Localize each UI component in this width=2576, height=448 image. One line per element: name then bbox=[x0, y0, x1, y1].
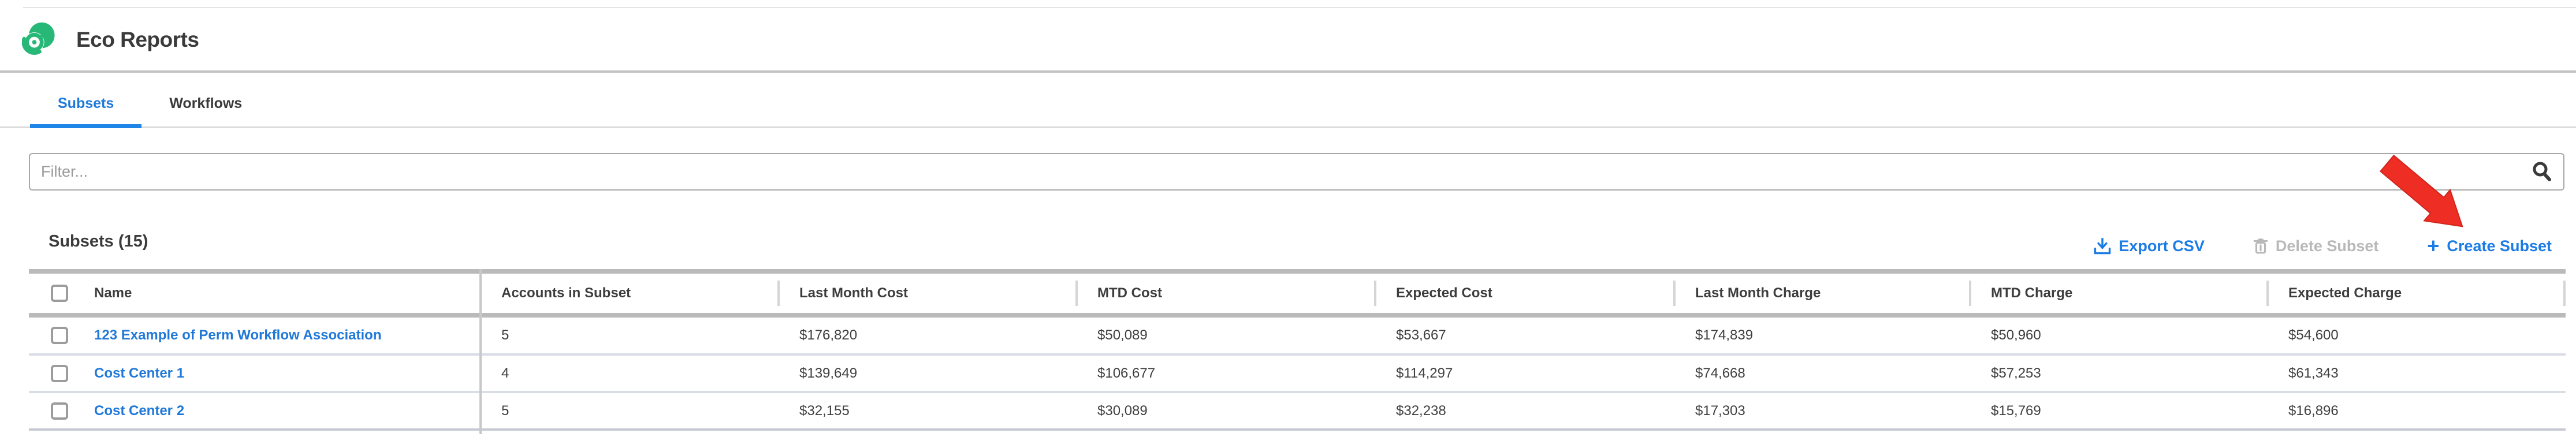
cell-last-month-cost: $176,820 bbox=[799, 327, 858, 343]
cell-last-month-charge: $174,839 bbox=[1695, 327, 1754, 343]
cell-mtd-charge: $57,253 bbox=[1991, 365, 2041, 381]
cell-mtd-charge: $15,769 bbox=[1991, 402, 2041, 419]
subset-name-link[interactable]: Cost Center 1 bbox=[94, 365, 185, 381]
filter-input[interactable] bbox=[29, 153, 2564, 191]
header-cell-accounts: Accounts in Subset bbox=[479, 274, 777, 313]
header-cell-expected-cost: Expected Cost bbox=[1374, 274, 1673, 313]
cell-last-month-charge: $17,303 bbox=[1695, 402, 1745, 419]
table-header-bottom-border bbox=[29, 313, 2566, 318]
table-row: Cost Center 2 5 $32,155 $30,089 $32,238 … bbox=[29, 393, 2566, 428]
subsets-count-heading: Subsets (15) bbox=[49, 232, 148, 251]
cell-expected-cost: $114,297 bbox=[1396, 365, 1453, 381]
create-subset-label: Create Subset bbox=[2447, 237, 2552, 255]
download-icon bbox=[2094, 238, 2111, 255]
tab-subsets[interactable]: Subsets bbox=[30, 81, 142, 128]
row-divider bbox=[29, 391, 2566, 393]
header-cell-last-month-charge: Last Month Charge bbox=[1673, 274, 1969, 313]
cell-mtd-charge: $50,960 bbox=[1991, 327, 2041, 343]
subset-name-link[interactable]: Cost Center 2 bbox=[94, 402, 185, 419]
actions-toolbar: Export CSV Delete Subset + Create Subset bbox=[2094, 234, 2552, 257]
header-cell-name: Name bbox=[29, 274, 479, 313]
page-title: Eco Reports bbox=[76, 28, 199, 51]
cell-mtd-cost: $30,089 bbox=[1097, 402, 1148, 419]
row-checkbox[interactable] bbox=[51, 327, 68, 344]
plus-icon: + bbox=[2427, 234, 2440, 257]
trash-icon bbox=[2253, 238, 2268, 254]
cell-last-month-charge: $74,668 bbox=[1695, 365, 1745, 381]
table-header-row: Name Accounts in Subset Last Month Cost … bbox=[29, 274, 2566, 313]
cell-mtd-cost: $106,677 bbox=[1097, 365, 1156, 381]
row-divider bbox=[29, 353, 2566, 356]
subset-name-link[interactable]: 123 Example of Perm Workflow Association bbox=[94, 327, 382, 343]
select-all-checkbox[interactable] bbox=[51, 285, 68, 302]
tab-workflows[interactable]: Workflows bbox=[169, 95, 243, 111]
subsets-table: Name Accounts in Subset Last Month Cost … bbox=[29, 269, 2566, 434]
top-hairline bbox=[23, 7, 2576, 8]
header-cell-last-month-cost: Last Month Cost bbox=[777, 274, 1075, 313]
tab-bar: Subsets Workflows bbox=[0, 81, 2576, 128]
delete-subset-button[interactable]: Delete Subset bbox=[2253, 237, 2379, 255]
filter-bar bbox=[29, 153, 2564, 191]
cell-accounts: 5 bbox=[501, 327, 509, 343]
create-subset-button[interactable]: + Create Subset bbox=[2427, 234, 2552, 257]
cell-last-month-cost: $32,155 bbox=[799, 402, 850, 419]
table-top-border bbox=[29, 269, 2566, 274]
header-cell-mtd-cost: MTD Cost bbox=[1075, 274, 1374, 313]
eco-reports-logo-icon bbox=[22, 22, 55, 55]
cell-expected-charge: $16,896 bbox=[2288, 402, 2339, 419]
name-column-divider bbox=[479, 269, 482, 434]
cell-accounts: 4 bbox=[501, 365, 509, 381]
cell-mtd-cost: $50,089 bbox=[1097, 327, 1148, 343]
table-row: Cost Center 1 4 $139,649 $106,677 $114,2… bbox=[29, 356, 2566, 391]
cell-expected-cost: $32,238 bbox=[1396, 402, 1446, 419]
header-divider bbox=[0, 70, 2576, 73]
export-csv-label: Export CSV bbox=[2119, 237, 2205, 255]
header-cell-expected-charge: Expected Charge bbox=[2266, 274, 2566, 313]
table-row: 123 Example of Perm Workflow Association… bbox=[29, 318, 2566, 353]
table-bottom-border bbox=[29, 428, 2566, 431]
delete-subset-label: Delete Subset bbox=[2275, 237, 2379, 255]
cell-expected-charge: $61,343 bbox=[2288, 365, 2339, 381]
cell-expected-cost: $53,667 bbox=[1396, 327, 1446, 343]
row-checkbox[interactable] bbox=[51, 402, 68, 420]
cell-expected-charge: $54,600 bbox=[2288, 327, 2339, 343]
export-csv-button[interactable]: Export CSV bbox=[2094, 237, 2205, 255]
header-cell-mtd-charge: MTD Charge bbox=[1969, 274, 2266, 313]
search-icon[interactable] bbox=[2531, 161, 2553, 183]
row-checkbox[interactable] bbox=[51, 364, 68, 382]
cell-accounts: 5 bbox=[501, 402, 509, 419]
cell-last-month-cost: $139,649 bbox=[799, 365, 858, 381]
